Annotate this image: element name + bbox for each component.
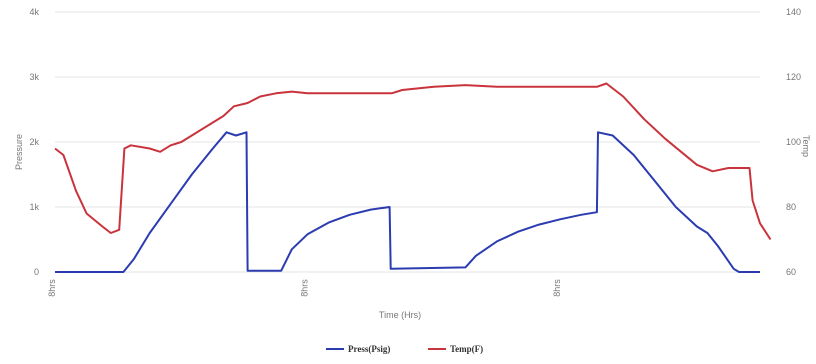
left-tick-label: 0 xyxy=(34,267,39,277)
right-tick-label: 80 xyxy=(786,202,796,212)
right-tick-label: 60 xyxy=(786,267,796,277)
left-tick-label: 4k xyxy=(29,7,39,17)
left-axis-title: Pressure xyxy=(14,134,24,170)
right-tick-label: 140 xyxy=(786,7,801,17)
series-layer xyxy=(54,82,772,273)
right-y-axis: 60 80 100 120 140 xyxy=(786,7,801,277)
legend: Press(Psig) Temp(F) xyxy=(326,344,483,354)
left-tick-label: 1k xyxy=(29,202,39,212)
right-tick-label: 100 xyxy=(786,137,801,147)
left-y-axis: 0 1k 2k 3k 4k xyxy=(29,7,39,277)
x-axis: 8hrs 8hrs 8hrs xyxy=(47,279,562,297)
x-tick-label: 8hrs xyxy=(300,279,310,297)
legend-label-temperature: Temp(F) xyxy=(450,344,483,354)
series-line-pressure xyxy=(55,131,760,273)
x-tick-label: 8hrs xyxy=(47,279,57,297)
series-line-temperature xyxy=(54,82,772,241)
x-axis-title: Time (Hrs) xyxy=(379,310,421,320)
right-tick-label: 120 xyxy=(786,72,801,82)
x-tick-label: 8hrs xyxy=(552,279,562,297)
left-tick-label: 2k xyxy=(29,137,39,147)
legend-label-pressure: Press(Psig) xyxy=(348,344,390,354)
gridlines xyxy=(55,11,760,273)
left-tick-label: 3k xyxy=(29,72,39,82)
right-axis-title: Temp xyxy=(801,135,811,157)
